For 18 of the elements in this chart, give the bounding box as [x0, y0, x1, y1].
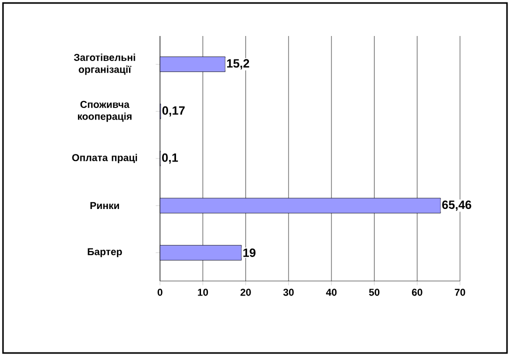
x-tick-label: 60 [412, 288, 422, 296]
x-tick-label: 30 [283, 288, 294, 296]
x-tick-label: 0 [158, 288, 162, 296]
data-label: 0,1 [162, 153, 178, 164]
x-tick-label: 70 [454, 288, 466, 296]
y-tick-label: Ринки [90, 202, 119, 210]
y-tick-label: Споживча кооперація [78, 100, 132, 122]
y-tick-label: Заготівельні організації [74, 54, 136, 75]
y-tick-label: Бартер [88, 248, 122, 258]
y-tick-label: Оплата праці [72, 154, 137, 164]
data-label: 15,2 [227, 59, 250, 70]
x-tick-label: 50 [369, 288, 380, 296]
data-label: 19 [243, 248, 256, 257]
x-tick-label: 10 [198, 288, 208, 296]
x-tick-label: 20 [240, 288, 251, 296]
data-label: 0,17 [162, 106, 185, 116]
x-tick-label: 40 [326, 288, 337, 296]
data-label: 65,46 [442, 200, 472, 211]
